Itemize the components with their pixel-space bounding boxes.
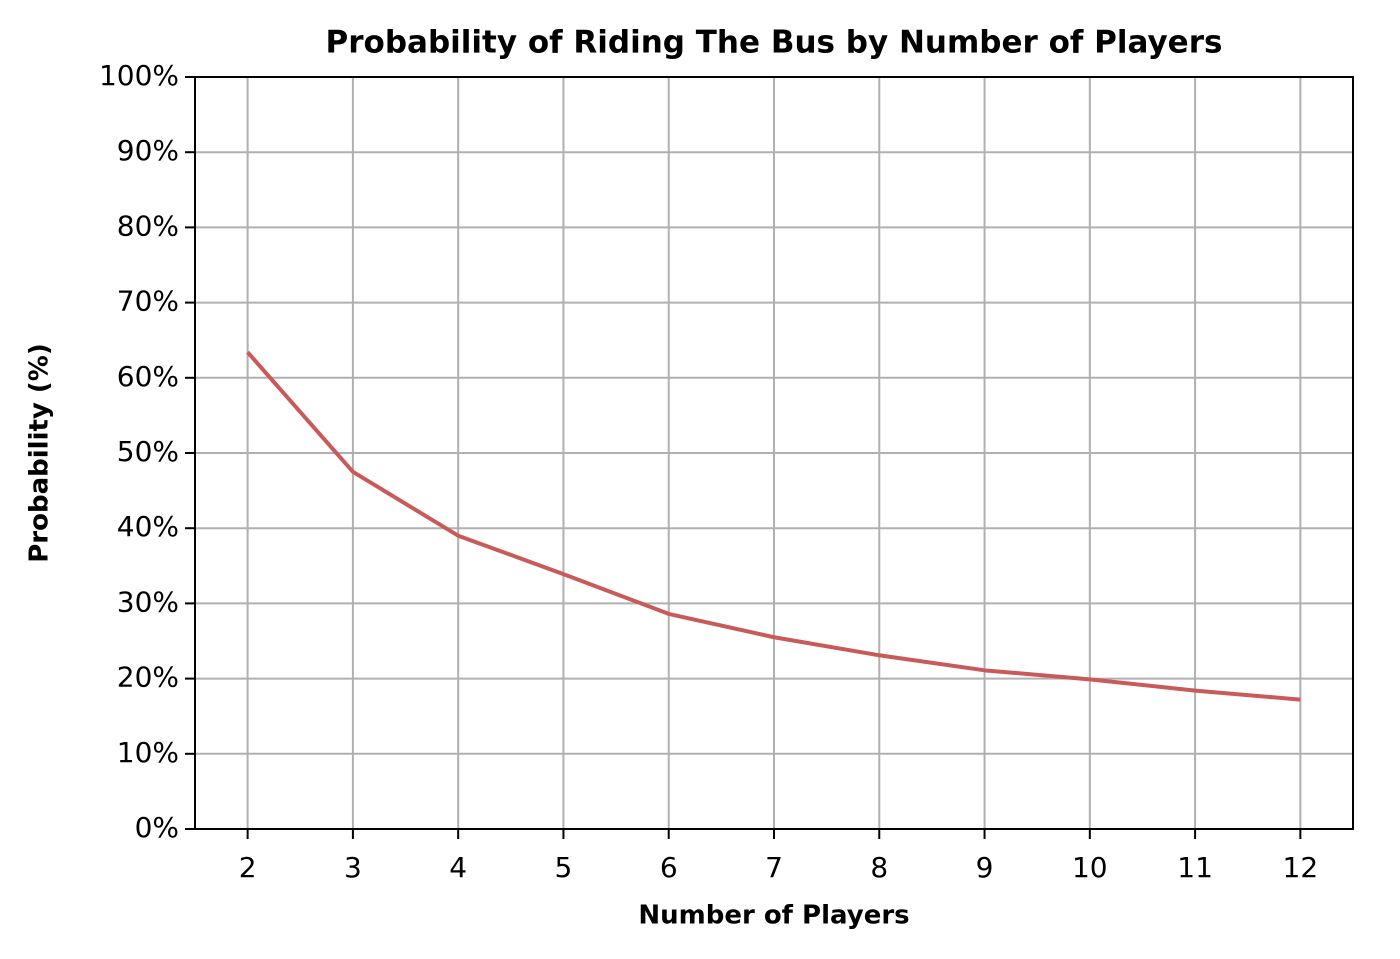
y-tick-label: 30%	[117, 585, 179, 618]
x-tick-label: 4	[449, 851, 467, 884]
ticks: 0% 10% 20% 30% 40% 50% 60% 70% 80% 90% 100% 2 3 4 5 6 7 8…	[99, 59, 1318, 884]
y-tick-label: 90%	[117, 134, 179, 167]
y-tick-label: 100%	[99, 59, 179, 92]
grid	[195, 76, 1353, 830]
x-tick-label: 5	[555, 851, 573, 884]
x-tick-label: 11	[1177, 851, 1213, 884]
x-axis-label: Number of Players	[638, 901, 909, 931]
x-tick-label: 7	[765, 851, 783, 884]
y-tick-label: 0%	[135, 811, 179, 844]
x-tick-label: 8	[870, 851, 888, 884]
y-tick-label: 50%	[117, 435, 179, 468]
plot	[246, 350, 1301, 702]
line-series	[246, 350, 1301, 702]
x-tick-label: 12	[1283, 851, 1319, 884]
y-tick-label: 80%	[117, 209, 179, 242]
y-tick-label: 60%	[117, 360, 179, 393]
x-tick-label: 10	[1072, 851, 1108, 884]
y-tick-label: 70%	[117, 285, 179, 318]
chart-title: Probability of Riding The Bus by Number …	[326, 25, 1223, 61]
y-tick-label: 20%	[117, 661, 179, 694]
x-tick-label: 2	[239, 851, 257, 884]
x-tick-label: 9	[976, 851, 994, 884]
x-tick-label: 6	[660, 851, 678, 884]
y-tick-label: 40%	[117, 510, 179, 543]
y-tick-label: 10%	[117, 736, 179, 769]
y-axis-label: Probability (%)	[25, 343, 55, 563]
x-tick-label: 3	[344, 851, 362, 884]
